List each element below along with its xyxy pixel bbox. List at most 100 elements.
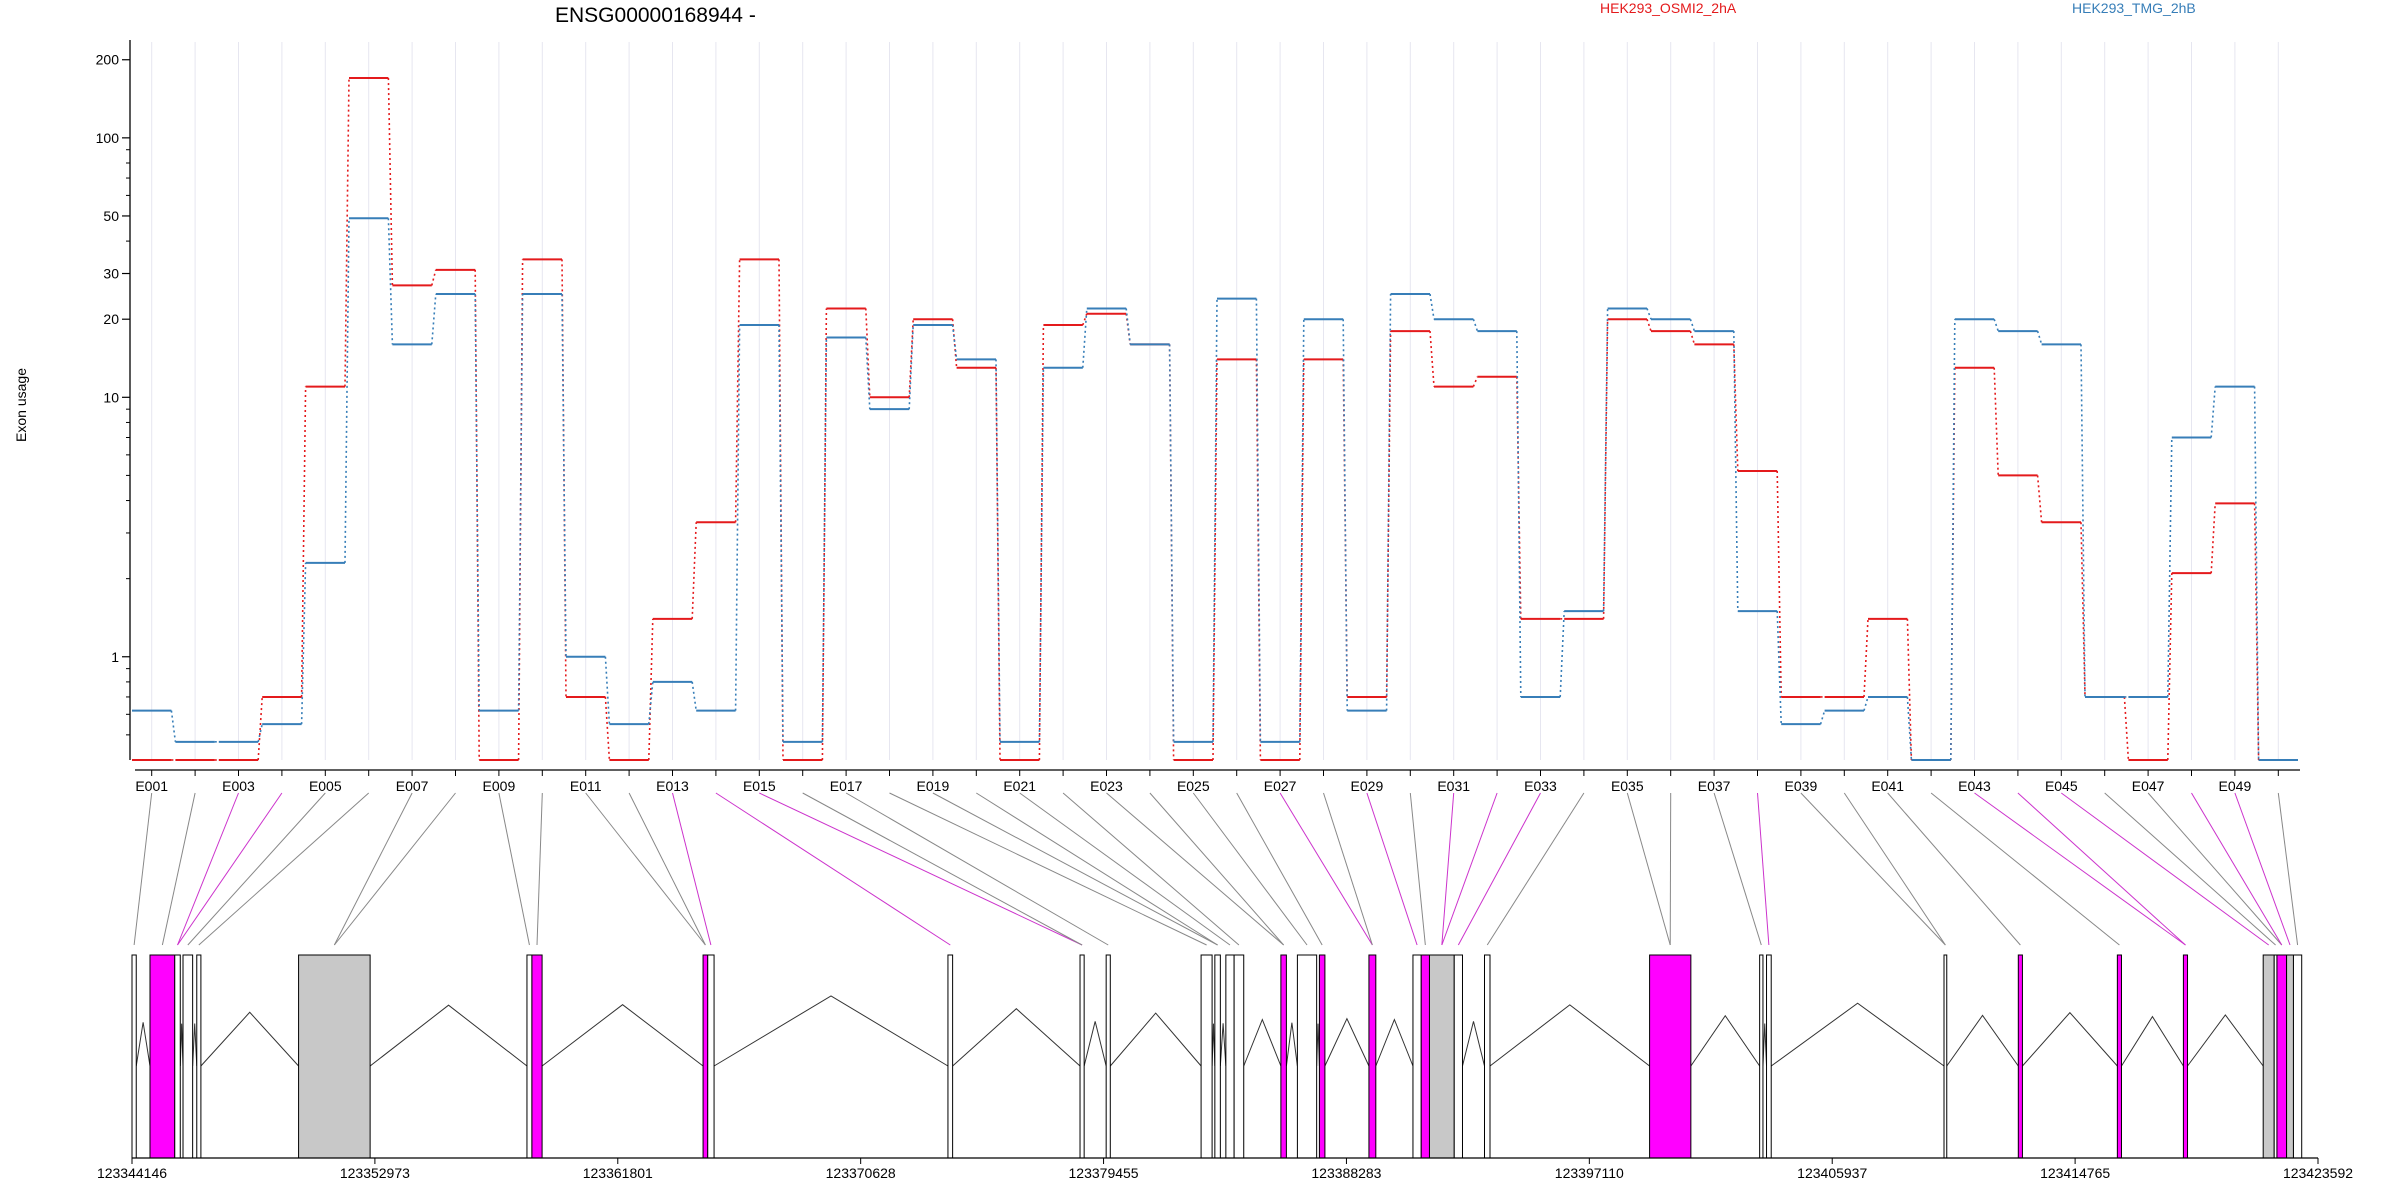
- series-join: [1733, 331, 1739, 612]
- intron-line: [1375, 1018, 1414, 1067]
- exon-connector: [1106, 792, 1284, 946]
- series-join: [300, 562, 307, 725]
- series-lines: [132, 77, 2298, 761]
- genomic-tick-label: 123405937: [1797, 1165, 1867, 1181]
- intron-line: [1946, 1014, 2019, 1067]
- exon-connector: [759, 792, 1083, 946]
- intron-line: [2022, 1011, 2118, 1067]
- genomic-tick-label: 123344146: [97, 1165, 167, 1181]
- exon-connector: [1409, 792, 1426, 946]
- series-join: [1212, 359, 1218, 761]
- exon-box: [947, 954, 954, 1159]
- series-join: [1082, 313, 1088, 326]
- exon-connector: [932, 792, 1218, 946]
- exon-connector: [177, 792, 239, 946]
- exon-connector: [1149, 792, 1285, 946]
- exon-box: [1428, 954, 1455, 1159]
- genomic-tick-label: 123397110: [1555, 1165, 1624, 1181]
- series-join: [778, 324, 784, 742]
- series-join: [1993, 318, 1999, 332]
- series-join: [300, 386, 307, 697]
- y-tick-label: 30: [103, 266, 119, 282]
- series-join: [2167, 573, 2173, 761]
- exon-box: [526, 954, 533, 1159]
- exon-box: [1225, 954, 1235, 1159]
- exon-connector: [177, 792, 283, 946]
- exon-box: [1412, 954, 1422, 1159]
- series-join: [1906, 618, 1913, 761]
- exon-box: [174, 954, 181, 1159]
- exon-connector: [1757, 792, 1770, 946]
- exon-connector: [1457, 792, 1541, 946]
- exon-box: [1105, 954, 1111, 1159]
- series-join: [1472, 376, 1479, 387]
- exon-box: [1368, 954, 1377, 1159]
- series-join: [1168, 344, 1175, 761]
- series-join: [691, 522, 697, 619]
- genomic-tick-label: 123423592: [2283, 1165, 2353, 1181]
- exon-connector: [1626, 792, 1671, 946]
- exon-connector: [2061, 792, 2269, 946]
- exon-connector: [976, 792, 1218, 946]
- exon-connector: [1192, 792, 1308, 946]
- intron-line: [1083, 1021, 1107, 1067]
- series-join: [1472, 318, 1479, 332]
- series-join: [865, 337, 871, 410]
- exon-connector: [1887, 792, 2021, 946]
- series-join: [1906, 696, 1913, 761]
- exon-connector: [2104, 792, 2276, 946]
- x-tick-label: E029: [1351, 778, 1384, 794]
- series-join: [1776, 470, 1782, 697]
- exon-box: [1943, 954, 1948, 1159]
- exon-connector: [2191, 792, 2283, 946]
- x-tick-label: E013: [656, 778, 689, 794]
- genomic-tick-label: 123379455: [1069, 1165, 1139, 1181]
- exon-connector: [133, 792, 153, 946]
- series-join: [604, 696, 611, 761]
- legend-label-osmi: HEK293_OSMI2_2hA: [1600, 0, 1737, 16]
- series-join: [1429, 331, 1435, 387]
- x-tick-label: E045: [2045, 778, 2078, 794]
- intron-line: [1690, 1014, 1761, 1067]
- exon-box: [1079, 954, 1085, 1159]
- x-tick-label: E047: [2132, 778, 2165, 794]
- intron-line: [1109, 1012, 1202, 1067]
- series-join: [2036, 475, 2043, 523]
- x-tick-label: E001: [135, 778, 168, 794]
- x-tick-label: E031: [1437, 778, 1470, 794]
- intron-line: [541, 1004, 704, 1067]
- series-join: [691, 681, 697, 711]
- series-join: [821, 337, 828, 742]
- series-join: [1863, 696, 1869, 711]
- exon-box: [2262, 954, 2275, 1159]
- exon-connector: [1441, 792, 1498, 946]
- series-join: [1993, 367, 1999, 476]
- exon-connectors: [133, 792, 2299, 946]
- exon-connector: [498, 792, 530, 946]
- intron-line: [2121, 1015, 2184, 1067]
- series-join: [387, 218, 394, 345]
- grid-lines: [151, 42, 2279, 760]
- exon-connector: [2277, 792, 2299, 946]
- y-tick-label: 200: [96, 52, 120, 68]
- series-join: [431, 293, 437, 345]
- x-tick-label: E017: [830, 778, 863, 794]
- series-join: [2167, 437, 2173, 697]
- series-join: [2210, 503, 2216, 574]
- series-join: [2253, 386, 2260, 761]
- exon-connector: [1236, 792, 1323, 946]
- series-join: [1776, 611, 1782, 725]
- exon-box: [1766, 954, 1772, 1159]
- series-join: [1342, 319, 1348, 711]
- exon-box: [1280, 954, 1287, 1159]
- exon-box: [702, 954, 709, 1159]
- x-tick-label: E027: [1264, 778, 1297, 794]
- intron-line: [2187, 1014, 2264, 1067]
- exon-box: [298, 954, 371, 1159]
- series-join: [648, 618, 654, 761]
- x-tick-label: E037: [1698, 778, 1731, 794]
- exon-connector: [628, 792, 706, 946]
- x-tick-label: E011: [570, 778, 602, 794]
- exon-connector: [187, 792, 326, 946]
- intron-line: [200, 1011, 299, 1067]
